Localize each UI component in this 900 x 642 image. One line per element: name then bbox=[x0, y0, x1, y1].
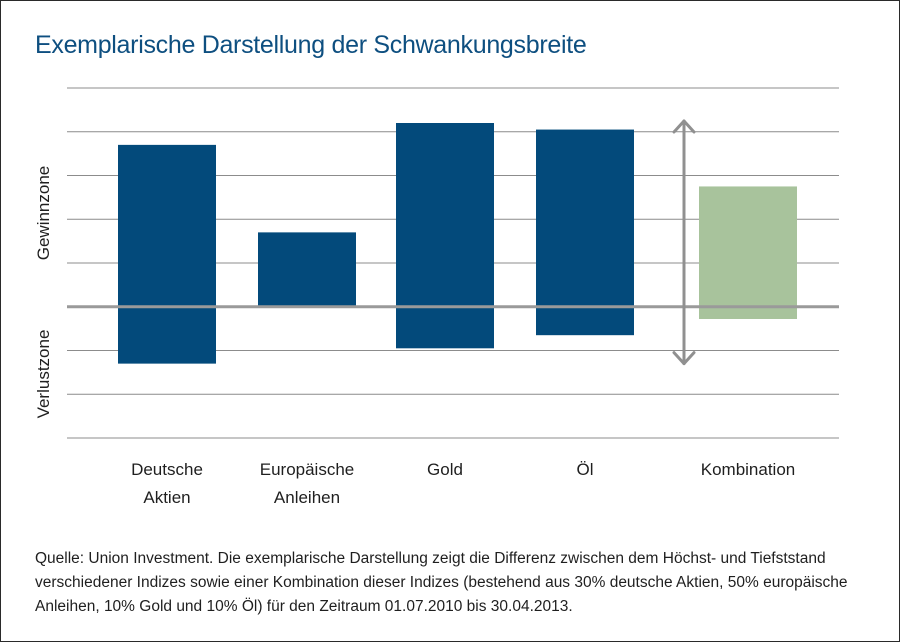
category-label-line: Europäische bbox=[259, 460, 355, 479]
category-label-line: Anleihen bbox=[273, 488, 341, 507]
range-arrow bbox=[672, 119, 696, 366]
category-label-line: Kombination bbox=[700, 460, 796, 479]
y-label-verlustzone: Verlustzone bbox=[34, 329, 53, 419]
bar-1 bbox=[258, 232, 356, 307]
bar-0 bbox=[118, 144, 216, 364]
category-label-line: Gold bbox=[427, 460, 463, 479]
y-label-gewinnzone: Gewinnzone bbox=[34, 165, 53, 261]
source-note: Quelle: Union Investment. Die exemplaris… bbox=[35, 550, 848, 615]
arrow-head-up bbox=[672, 119, 696, 134]
category-label-0: Deutsche Aktien bbox=[92, 456, 242, 512]
category-label-1: Europäische Anleihen bbox=[232, 456, 382, 512]
category-label-4: Kombination bbox=[673, 456, 823, 484]
bar-4 bbox=[699, 186, 797, 319]
category-label-line: Deutsche bbox=[131, 460, 203, 479]
category-label-3: Öl bbox=[510, 456, 660, 484]
bars bbox=[118, 123, 797, 364]
chart-title: Exemplarische Darstellung der Schwankung… bbox=[35, 31, 587, 59]
bar-2 bbox=[396, 123, 494, 349]
category-label-line: Aktien bbox=[143, 488, 191, 507]
bar-3 bbox=[536, 129, 634, 336]
arrow-head-down bbox=[672, 351, 696, 366]
chart-plot bbox=[67, 87, 839, 439]
category-label-2: Gold bbox=[370, 456, 520, 484]
category-label-line: Öl bbox=[576, 460, 594, 479]
